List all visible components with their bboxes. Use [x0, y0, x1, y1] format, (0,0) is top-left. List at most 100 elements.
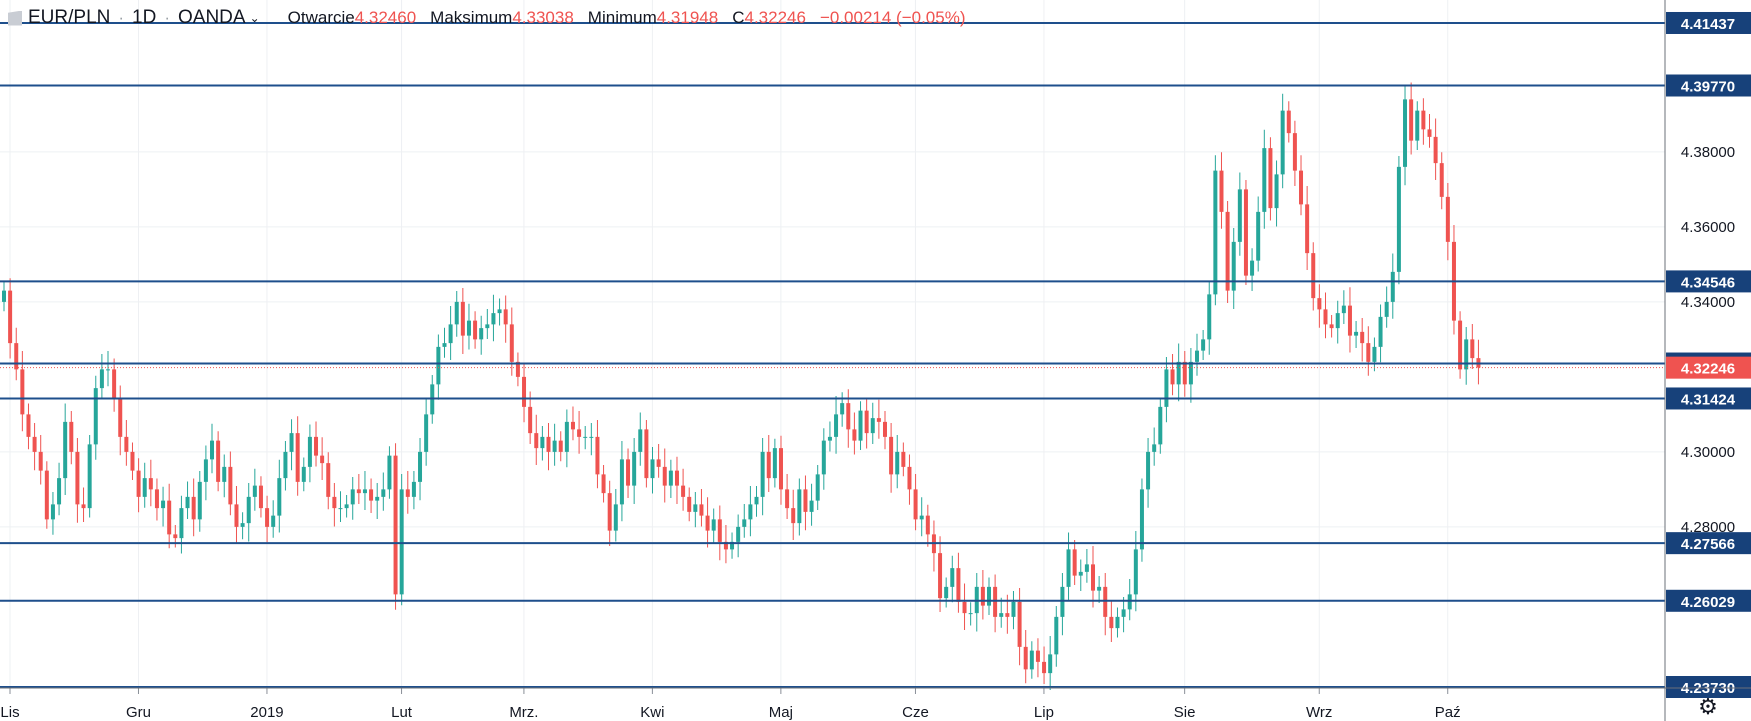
candle-body: [509, 324, 514, 362]
candle-body: [1280, 110, 1285, 175]
level-label: 4.41437: [1681, 16, 1735, 33]
candle-body: [2, 290, 6, 302]
time-grid: [9, 0, 1449, 688]
candle-body: [81, 504, 86, 509]
candle-body: [148, 478, 153, 490]
level-label-box: [1666, 74, 1751, 97]
level-label-box: [1666, 11, 1751, 34]
candle-body: [748, 504, 753, 520]
candle-body: [167, 500, 172, 535]
candle-body: [491, 313, 496, 325]
candle-body: [1268, 148, 1273, 209]
candle-body: [626, 459, 631, 486]
candle-body: [754, 496, 759, 505]
candle-body: [1390, 271, 1395, 302]
candle-body: [252, 485, 257, 497]
gear-icon[interactable]: ⚙: [1698, 694, 1718, 719]
candle-body: [1323, 309, 1328, 325]
price-tick-label: 4.36000: [1681, 219, 1735, 236]
candle-body: [919, 515, 924, 520]
candle-body: [387, 455, 392, 490]
source-label[interactable]: OANDA: [178, 7, 246, 28]
candle-body: [301, 466, 306, 482]
candles: [2, 82, 1481, 690]
level-label: 4.31424: [1681, 391, 1736, 408]
candle-body: [595, 436, 600, 475]
level-label-box: [1666, 270, 1751, 293]
price-tick-label: 4.30000: [1681, 444, 1735, 461]
symbol-name[interactable]: EUR/PLN: [28, 7, 111, 28]
candle-body: [38, 451, 43, 471]
candle-body: [870, 418, 875, 434]
candle-body: [75, 451, 80, 505]
candle-body: [986, 586, 991, 606]
candle-body: [772, 448, 777, 479]
candle-body: [858, 410, 863, 441]
candle-body: [1274, 174, 1279, 209]
candle-body: [1384, 301, 1389, 317]
candle-body: [1139, 489, 1144, 550]
close-label: C: [732, 8, 745, 27]
candle-body: [485, 324, 490, 329]
candle-body: [1360, 331, 1365, 344]
candle-body: [1158, 406, 1163, 445]
time-tick-label: Lip: [1034, 704, 1054, 721]
separator-dot: ·: [164, 8, 170, 27]
candle-body: [1396, 166, 1401, 272]
candle-body: [1201, 339, 1206, 351]
candle-body: [638, 429, 643, 452]
symbol-header: EUR/PLN · 1D · OANDA ⌄ Otwarcie 4.32460 …: [8, 6, 966, 30]
candle-body: [1292, 133, 1297, 171]
candle-body: [240, 523, 245, 527]
candle-body: [112, 369, 117, 400]
candle-body: [271, 515, 276, 527]
candle-body: [736, 526, 741, 542]
level-label: 4.26029: [1681, 594, 1735, 611]
candle-body: [889, 436, 894, 475]
candle-body: [1146, 451, 1151, 490]
time-tick-label: Paź: [1435, 704, 1461, 721]
candle-body: [314, 436, 319, 456]
candle-body: [1243, 189, 1248, 276]
candle-body: [1250, 260, 1255, 276]
candle-body: [1133, 549, 1138, 595]
candle-body: [130, 451, 135, 471]
candle-body: [564, 421, 569, 452]
level-label-box: [1666, 676, 1751, 698]
candle-body: [552, 440, 557, 452]
candle-body: [405, 489, 410, 497]
level-label-box: [1666, 532, 1751, 555]
time-tick-label: 2019: [250, 704, 283, 721]
candle-body: [1042, 661, 1047, 674]
candle-body: [1311, 253, 1316, 299]
candle-body: [44, 470, 49, 520]
open-label: Otwarcie: [287, 8, 355, 27]
candle-body: [840, 403, 845, 415]
candle-body: [1464, 339, 1469, 370]
candle-body: [558, 440, 563, 452]
high-value: 4.33038: [512, 8, 574, 27]
level-label: 4.34546: [1681, 274, 1735, 291]
candle-body: [338, 508, 343, 510]
candle-body: [142, 478, 147, 497]
candle-body: [619, 459, 624, 505]
candle-body: [1103, 586, 1108, 617]
candle-body: [448, 324, 453, 344]
candle-body: [791, 508, 796, 524]
candle-body: [1286, 110, 1291, 134]
low-label: Minimum: [587, 8, 657, 27]
candle-body: [1054, 616, 1059, 655]
interval-label[interactable]: 1D: [132, 7, 157, 28]
candle-body: [1017, 601, 1022, 647]
time-tick-label: Kwi: [640, 704, 664, 721]
candle-body: [1023, 646, 1028, 670]
candle-body: [1335, 313, 1340, 329]
candle-body: [1078, 571, 1083, 576]
candle-body: [1237, 189, 1242, 242]
candle-body: [846, 403, 851, 430]
price-tick-label: 4.28000: [1681, 519, 1735, 536]
candle-body: [827, 436, 832, 441]
chevron-down-icon[interactable]: ⌄: [249, 11, 260, 25]
candle-body: [106, 369, 111, 371]
